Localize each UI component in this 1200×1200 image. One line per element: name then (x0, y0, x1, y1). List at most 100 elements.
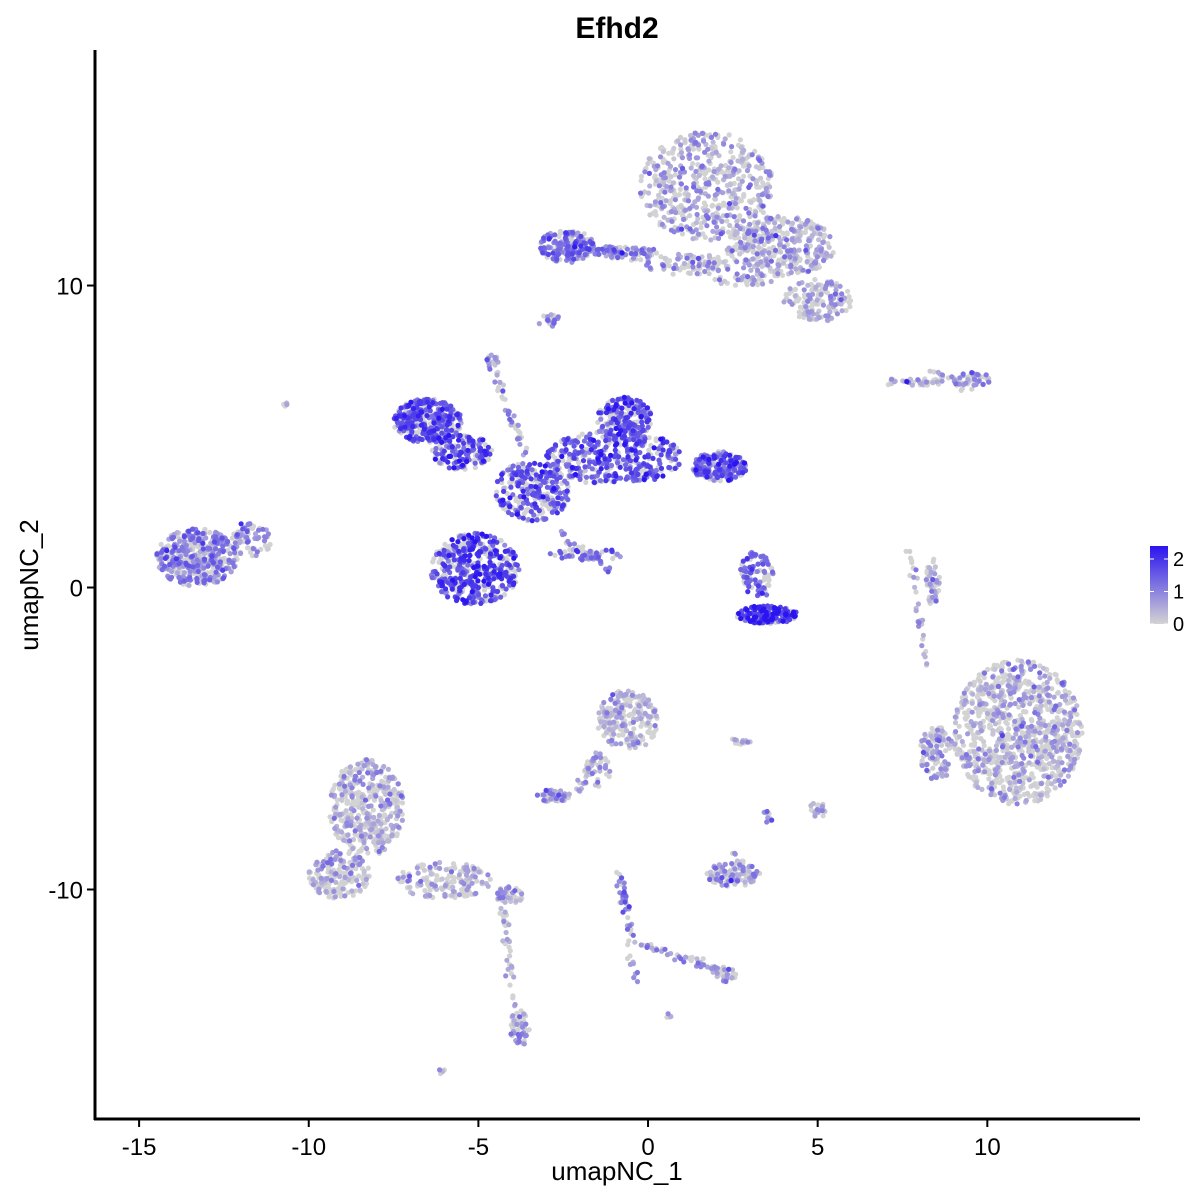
cell-point (498, 905, 504, 912)
cell-point (360, 806, 366, 812)
cell-point (992, 666, 998, 673)
cell-point (367, 834, 373, 840)
cell-point (975, 784, 981, 791)
cell-point (700, 956, 706, 962)
cell-point (636, 693, 642, 699)
cell-point (730, 155, 736, 161)
cell-point (827, 234, 833, 240)
cell-point (439, 876, 445, 882)
cell-point (650, 733, 657, 739)
cell-point (786, 290, 792, 297)
cell-point (339, 879, 345, 885)
cell-point (990, 731, 996, 737)
cell-point (736, 176, 742, 182)
cell-point (345, 832, 351, 838)
cell-point (913, 589, 919, 595)
cell-point (502, 899, 508, 905)
cell-point (734, 205, 740, 211)
cell-point (739, 178, 745, 184)
cell-point (789, 220, 796, 226)
cell-point (382, 791, 389, 797)
cell-point (1010, 735, 1016, 741)
cell-point (634, 979, 641, 985)
cell-point (1018, 658, 1025, 664)
cell-point (267, 541, 273, 548)
cell-point (678, 150, 685, 156)
cell-point (812, 277, 818, 283)
cell-point (708, 237, 714, 243)
cell-point (823, 250, 830, 257)
cell-point (479, 879, 485, 885)
cell-point (371, 797, 378, 803)
cell-point (415, 430, 421, 436)
cell-point (706, 271, 712, 277)
cell-point (442, 882, 448, 889)
cell-point (671, 145, 677, 151)
cell-point (736, 186, 742, 192)
cell-point (986, 776, 992, 782)
cell-point (766, 576, 772, 582)
cell-point (1007, 701, 1014, 707)
cell-point (729, 975, 735, 981)
cell-point (395, 813, 401, 819)
cell-point (981, 706, 987, 713)
cell-point (761, 577, 767, 583)
cell-point (750, 244, 756, 250)
cell-point (335, 890, 341, 896)
cell-point (812, 813, 818, 819)
cell-point (669, 150, 676, 156)
cell-point (422, 887, 428, 894)
cell-point (826, 244, 832, 250)
cell-point (1026, 689, 1032, 695)
cell-point (920, 744, 927, 750)
cell-point (407, 884, 413, 890)
cell-point (994, 759, 1000, 765)
cell-point (668, 209, 675, 215)
cell-point (732, 850, 738, 856)
cell-point (510, 1013, 516, 1019)
cell-point (507, 953, 513, 959)
cell-point (627, 703, 633, 709)
cell-point (552, 552, 558, 558)
cell-point (1012, 795, 1018, 802)
cell-point (637, 733, 644, 739)
cell-point (912, 584, 918, 590)
cell-point (227, 551, 233, 557)
cell-point (1024, 790, 1031, 796)
cell-point (755, 220, 761, 226)
cell-point (924, 661, 930, 667)
cell-point (972, 740, 978, 746)
cell-point (814, 297, 820, 303)
cell-point (610, 555, 616, 562)
cell-point (1074, 730, 1081, 736)
cell-point (706, 158, 712, 164)
cell-point (1045, 781, 1051, 787)
cell-point (710, 139, 716, 145)
cell-point (685, 192, 691, 198)
cell-point (727, 182, 734, 188)
cell-point (721, 200, 727, 206)
cell-point (740, 163, 747, 169)
cell-point (809, 303, 815, 309)
cell-point (715, 267, 722, 273)
cell-point (1057, 755, 1063, 761)
cell-point (422, 877, 429, 883)
cell-point (510, 993, 516, 999)
cell-point (753, 181, 759, 187)
cell-point (566, 791, 572, 797)
cell-point (982, 686, 989, 693)
cell-point (494, 489, 500, 495)
cell-point (766, 572, 772, 578)
cell-point (618, 741, 624, 747)
cell-point (474, 878, 480, 884)
cell-point (919, 643, 925, 649)
cell-point (1046, 699, 1052, 705)
cell-point (797, 304, 804, 310)
cell-point (393, 798, 399, 805)
cell-point (1077, 721, 1083, 727)
cell-point (370, 807, 376, 813)
cell-point (971, 723, 977, 729)
cell-point (323, 888, 329, 894)
cell-point (806, 238, 812, 244)
cell-point (1067, 747, 1073, 754)
